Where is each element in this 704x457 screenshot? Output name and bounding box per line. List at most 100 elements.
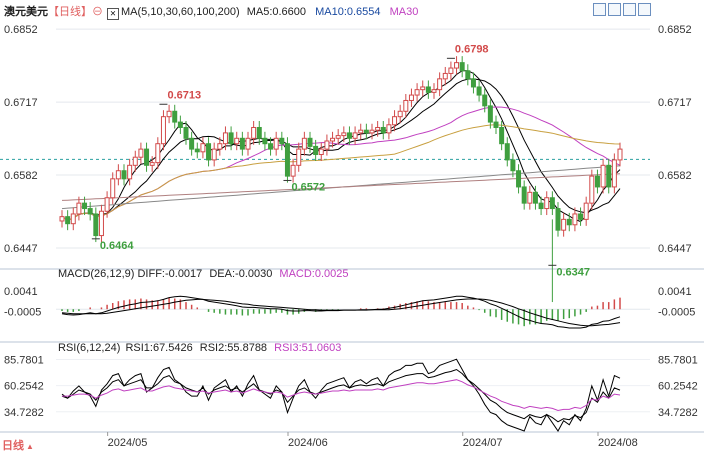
candle-body: [194, 148, 200, 153]
candle-body: [380, 126, 386, 134]
candle-body: [414, 89, 420, 96]
candle-body: [296, 148, 302, 166]
axis-labels: 0.6852 0.6852 0.6717 0.6717 0.6582 0.6582 0.64…: [4, 24, 698, 449]
candle-body: [222, 132, 228, 145]
ma-params-label: MA(5,10,30,60,100,200): [121, 6, 240, 18]
candle-body: [341, 132, 347, 137]
period-button[interactable]: 日线 ▲: [2, 437, 34, 453]
candle-body: [82, 202, 88, 210]
rsi1-label: RSI1:67.5426: [125, 342, 193, 354]
candle-body: [420, 86, 426, 91]
macd-y-tick-right: 0.0041: [658, 286, 692, 298]
candle-body: [549, 197, 555, 210]
candle-body: [200, 143, 206, 153]
candle-body: [363, 129, 369, 134]
candle-body: [566, 218, 572, 226]
candle-body: [110, 178, 116, 199]
candle-body: [454, 62, 460, 69]
candle-body: [138, 148, 144, 158]
macd-header: MACD(26,12,9) DIFF:-0.0017 DEA:-0.0030 M…: [58, 268, 349, 280]
price-annotation: 0.6713: [167, 89, 201, 101]
candle-body: [583, 202, 589, 220]
candle-body: [121, 170, 127, 180]
y-tick-label-right: 0.6582: [658, 170, 692, 182]
rsi-panel: [56, 358, 650, 432]
candle-body: [358, 129, 364, 134]
rsi2-label: RSI2:55.8788: [199, 342, 268, 354]
candle-body: [538, 202, 544, 210]
candle-body: [65, 216, 71, 225]
ma10-line: [61, 78, 621, 221]
ma60-line: [61, 124, 621, 221]
restore-icon[interactable]: [623, 3, 636, 16]
rsi3-line: [62, 379, 621, 412]
candle-body: [177, 121, 183, 128]
macd-y-tick-left: -0.0005: [4, 306, 41, 318]
candle-body: [532, 191, 538, 204]
candle-body: [504, 143, 510, 161]
candle-body: [239, 137, 245, 150]
candle-body: [189, 137, 195, 150]
candle-body: [510, 159, 516, 172]
close-icon[interactable]: [638, 3, 651, 16]
macd-y-tick-left: 0.0041: [4, 286, 38, 298]
triangle-up-icon: ▲: [26, 442, 34, 451]
candle-body: [183, 126, 189, 139]
candle-body: [606, 164, 612, 188]
macd-dea-line: [61, 298, 621, 327]
zoom-icon[interactable]: [608, 3, 621, 16]
macd-dea: DEA:-0.0030: [209, 268, 273, 280]
candle-body: [262, 137, 268, 145]
price-annotation: 0.6464: [100, 240, 135, 252]
candle-body: [459, 62, 465, 72]
candle-body: [166, 110, 172, 118]
crosshair-icon[interactable]: [593, 3, 606, 16]
period-tag[interactable]: 【日线】: [48, 6, 92, 18]
candle-body: [403, 99, 409, 112]
candle-body: [386, 124, 392, 134]
candle-body: [70, 213, 76, 225]
rsi2-line: [61, 368, 621, 423]
macd-value: MACD:0.0025: [279, 268, 349, 280]
candle-body: [392, 116, 398, 126]
candle-body: [335, 135, 341, 139]
candle-body: [234, 137, 240, 145]
date-label: 2024/08: [598, 437, 638, 449]
candle-body: [611, 159, 617, 188]
y-tick-label-right: 0.6447: [658, 243, 692, 255]
settings-icon[interactable]: ⊖: [92, 6, 103, 18]
candle-body: [245, 137, 251, 150]
rsi-params: RSI(6,12,24): [58, 342, 121, 354]
candle-body: [104, 197, 110, 212]
candle-body: [324, 140, 330, 150]
candle-body: [352, 132, 358, 139]
candle-body: [555, 208, 561, 231]
rsi-y-tick-right: 85.7801: [658, 354, 698, 366]
price-annotation: 0.6347: [556, 266, 590, 278]
candle-body: [127, 164, 133, 180]
ma-toggle-icon[interactable]: ⨯: [107, 8, 119, 20]
rsi1-line: [61, 358, 621, 432]
candle-body: [470, 78, 476, 88]
symbol-title: 澳元美元: [4, 6, 48, 18]
macd-y-tick-right: -0.0005: [658, 306, 695, 318]
candle-body: [465, 70, 471, 80]
candle-body: [87, 208, 93, 215]
candle-body: [482, 94, 488, 107]
date-label: 2024/05: [108, 437, 148, 449]
moving-averages: [61, 70, 621, 223]
candle-body: [59, 216, 65, 222]
rsi-y-tick-left: 34.7282: [4, 407, 44, 419]
candle-body: [493, 121, 499, 128]
candle-body: [228, 132, 234, 145]
candle-body: [155, 143, 161, 164]
candle-body: [589, 175, 595, 204]
candle-body: [594, 175, 600, 188]
price-annotation: 0.6572: [291, 181, 325, 193]
candle-body: [437, 78, 443, 91]
ma30-label: MA30: [389, 6, 419, 18]
rsi-y-tick-left: 85.7801: [4, 354, 44, 366]
candle-body: [206, 143, 212, 161]
